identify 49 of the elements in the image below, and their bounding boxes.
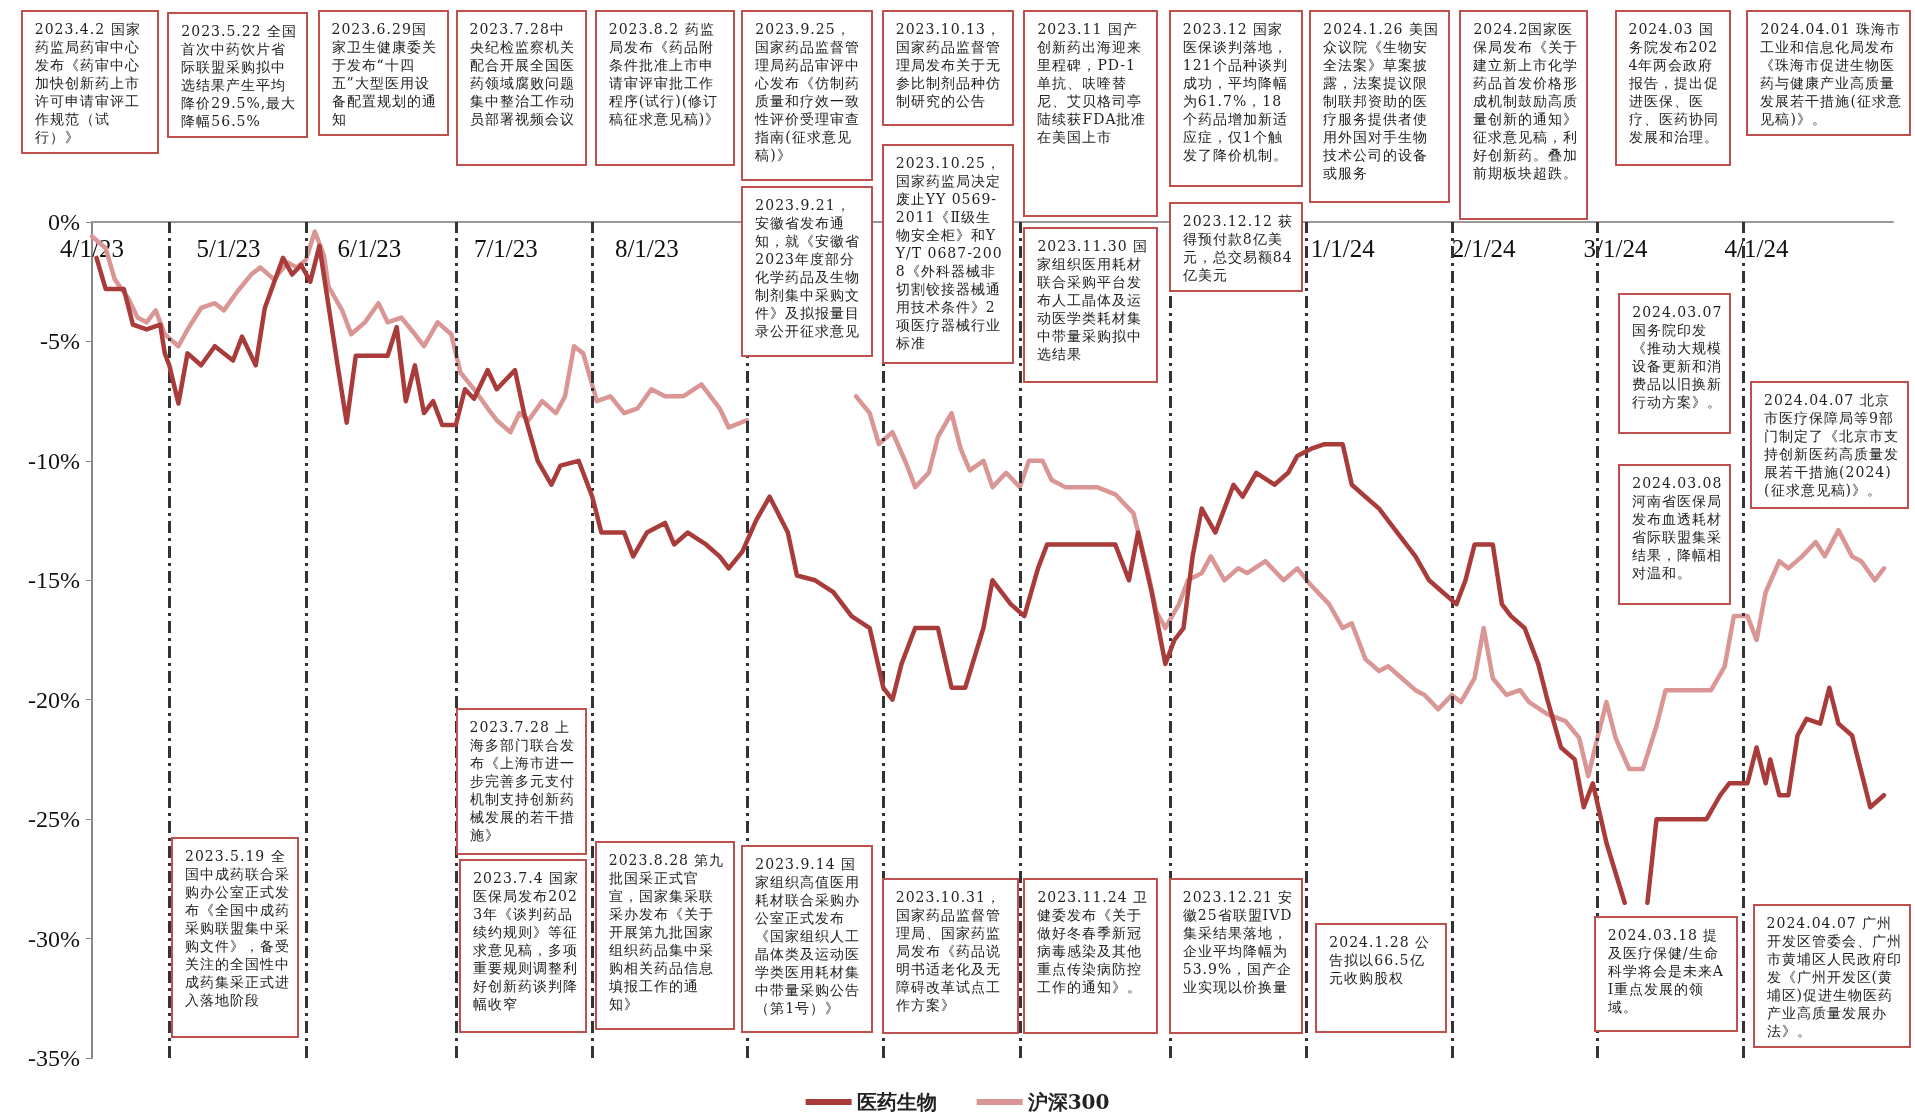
x-tick-label: 2/1/24 [1451, 235, 1517, 262]
callout-box: 2023.10.31，国家药品监督管理局、国家药监局发布《药品说明书适老化及无障碍改革试点工作方案》 [881, 878, 1019, 1035]
y-tick-label: -30% [28, 925, 81, 952]
y-tick-label: -10% [28, 447, 81, 474]
y-tick-label: -25% [28, 806, 81, 833]
legend-label: 沪深300 [1026, 1090, 1110, 1114]
callout-box: 2023.5.19 全国中成药联合采购办公室正式发布《全国中成药采购联盟集中采购文件》，备受关注的全国性中成药集采正式进入落地阶段 [170, 836, 300, 1039]
callout-box: 2024.1.26 美国众议院《生物安全法案》草案披露，法案提议限制联邦资助的医疗服务提供者使用外国对手生物技术公司的设备或服务 [1309, 9, 1450, 203]
y-tick-label: -35% [28, 1045, 81, 1071]
x-tick-label: 8/1/23 [614, 235, 679, 262]
callout-box: 2023.11.24 卫健委发布《关于做好冬春季新冠病毒感染及其他重点传染病防控工作的通知》。 [1023, 878, 1158, 1035]
callout-box: 2023.7.28 上海多部门联合发布《上海市进一步完善多元支付机制支持创新药械发展的若干措施》 [455, 708, 588, 855]
callout-box: 2024.2国家医保局发布《关于建立新上市化学药品首发价格形成机制鼓励高质量创新的通知》征求意见稿，利好创新药。叠加前期板块超跌。 [1459, 9, 1588, 220]
callout-box: 2023.12 国家医保谈判落地，121个品种谈判成功，平均降幅为61.7%，18个药品增加新适应症，仅1个触发了降价机制。 [1168, 9, 1304, 187]
callout-box: 2024.03.18 提及医疗保健/生命科学将会是未来AI重点发展的领域。 [1593, 915, 1738, 1032]
callout-box: 2024.04.01 珠海市工业和信息化局发布《珠海市促进生物医药与健康产业高质量发展若干措施(征求意见稿)》。 [1746, 9, 1912, 136]
callout-box: 2023.10.13，国家药品监督管理局发布关于无参比制剂品种仿制研究的公告 [881, 9, 1014, 126]
callout-box: 2024.03.07 国务院印发《推动大规模设备更新和消费品以旧换新行动方案》。 [1618, 293, 1731, 434]
legend-label: 医药生物 [856, 1090, 937, 1114]
callout-box: 2024.03.08 河南省医保局发布血透耗材省际联盟集采结果，降幅相对温和。 [1618, 464, 1731, 605]
callout-box: 2023.6.29国家卫生健康委关于发布“十四五”大型医用设备配置规划的通知 [317, 9, 450, 136]
y-tick-label: -20% [28, 686, 81, 713]
y-tick-label: -15% [28, 567, 81, 594]
y-tick-label: 0% [48, 209, 80, 235]
callout-box: 2023.4.2 国家药监局药审中心发布《药审中心加快创新药上市许可申请审评工作规范（试行）》 [20, 9, 159, 154]
callout-box: 2023.8.28 第九批国采正式官宣，国家集采联采办发布《关于开展第九批国家组织药品集中采购相关药品信息填报工作的通知》 [594, 841, 736, 1030]
callout-box: 2023.11 国产创新药出海迎来里程碑，PD-1单抗、呋喹替尼、艾贝格司亭陆续获FDA批准在美国上市 [1023, 9, 1158, 218]
x-tick-label: 5/1/23 [196, 235, 261, 262]
x-tick-label: 1/1/24 [1310, 235, 1376, 262]
callout-box: 2023.9.25，国家药品监督管理局药品审评中心发布《仿制药质量和疗效一致性评价受理审查指南(征求意见稿)》 [741, 9, 874, 181]
callout-box: 2024.03 国务院发布2024年两会政府报告，提出促进医保、医疗、医药协同发展和治理。 [1614, 9, 1731, 167]
callout-box: 2024.04.07 广州开发区管委会、广州市黄埔区人民政府印发《广州开发区(黄埔区)促进生物医药产业高质量发展办法》。 [1752, 903, 1912, 1048]
x-tick-label: 6/1/23 [337, 235, 402, 262]
x-tick-label: 7/1/23 [473, 235, 538, 262]
callout-box: 2024.1.28 公告拟以66.5亿元收购股权 [1315, 923, 1448, 1034]
callout-box: 2024.04.07 北京市医疗保障局等9部门制定了《北京市支持创新医药高质量发展若干措施(2024)(征求意见稿)》。 [1750, 381, 1909, 510]
x-tick-label: 4/1/24 [1724, 235, 1789, 262]
callout-box: 2023.10.25，国家药监局决定废止YY 0569-2011《Ⅱ级生物安全柜》和YY/T 0687-2008《外科器械非切割铰接器械通用技术条件》2项医疗器械行业标准 [881, 144, 1014, 364]
callout-box: 2023.5.22 全国首次中药饮片省际联盟采购拟中选结果产生平均降价29.5%,最大降幅56.5% [167, 12, 308, 139]
callout-box: 2023.9.21，安徽省发布通知，就《安徽省2023年度部分化学药品及生物制剂集中采购文件》及拟报量目录公开征求意见 [741, 185, 874, 357]
callout-box: 2023.7.28中央纪检监察机关配合开展全国医药领域腐败问题集中整治工作动员部署视频会议 [455, 9, 588, 167]
callout-box: 2023.12.12 获得预付款8亿美元，总交易额84亿美元 [1168, 201, 1304, 292]
callout-box: 2023.7.4 国家医保局发布2023年《谈判药品续约规则》等征求意见稿，多项重要规则调整利好创新药谈判降幅收窄 [459, 858, 588, 1034]
callout-box: 2023.9.14 国家组织高值医用耗材联合采购办公室正式发布《国家组织人工晶体类及运动医学类医用耗材集中带量采购公告（第1号）》 [741, 845, 874, 1034]
x-tick-label: 3/1/24 [1583, 235, 1649, 262]
callout-box: 2023.12.21 安徽25省联盟IVD集采结果落地，企业平均降幅为53.9%，国产企业实现以价换量 [1168, 878, 1304, 1035]
callout-box: 2023.11.30 国家组织医用耗材联合采购平台发布人工晶体及运动医学类耗材集中带量采购拟中选结果 [1023, 227, 1158, 384]
callout-box: 2023.8.2 药监局发布《药品附条件批准上市申请审评审批工作程序(试行)(修订稿征求意见稿)》 [594, 9, 736, 167]
y-tick-label: -5% [40, 328, 81, 355]
